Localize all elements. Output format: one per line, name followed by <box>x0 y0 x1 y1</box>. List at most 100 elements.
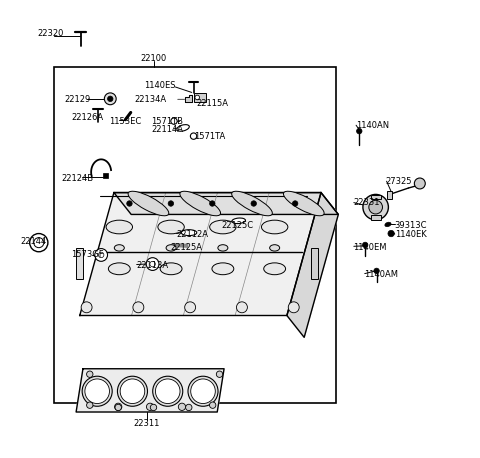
Circle shape <box>120 379 145 403</box>
Ellipse shape <box>270 245 280 251</box>
Ellipse shape <box>108 263 130 275</box>
Circle shape <box>388 230 395 237</box>
Ellipse shape <box>283 191 324 216</box>
Text: 39313C: 39313C <box>395 221 427 230</box>
Polygon shape <box>185 95 192 102</box>
Circle shape <box>115 404 121 411</box>
Circle shape <box>108 96 113 102</box>
Text: 1140ES: 1140ES <box>144 81 176 90</box>
Ellipse shape <box>232 218 245 224</box>
Ellipse shape <box>181 229 197 235</box>
Text: 22134A: 22134A <box>134 95 167 104</box>
Ellipse shape <box>218 245 228 251</box>
Circle shape <box>210 201 215 206</box>
Circle shape <box>95 249 108 262</box>
Text: 22113A: 22113A <box>136 261 168 270</box>
Ellipse shape <box>264 263 286 275</box>
Bar <box>371 195 381 199</box>
Circle shape <box>85 379 109 403</box>
Ellipse shape <box>210 220 236 234</box>
Bar <box>103 173 108 178</box>
Circle shape <box>30 234 48 252</box>
Circle shape <box>362 242 368 248</box>
Circle shape <box>414 178 425 189</box>
Polygon shape <box>76 369 224 412</box>
Circle shape <box>171 118 177 124</box>
Text: 1140AM: 1140AM <box>364 270 398 279</box>
Bar <box>194 93 206 103</box>
Text: 1573GF: 1573GF <box>72 251 104 259</box>
Circle shape <box>150 404 156 411</box>
Ellipse shape <box>128 191 169 216</box>
Circle shape <box>168 201 174 206</box>
Circle shape <box>357 128 362 134</box>
Circle shape <box>146 258 159 270</box>
Text: 22320: 22320 <box>37 29 64 38</box>
Ellipse shape <box>385 222 391 227</box>
Polygon shape <box>174 244 188 247</box>
Text: 22114A: 22114A <box>151 125 183 134</box>
Ellipse shape <box>232 191 272 216</box>
Ellipse shape <box>262 220 288 234</box>
Circle shape <box>118 376 147 406</box>
Text: 1140EK: 1140EK <box>395 230 427 240</box>
Ellipse shape <box>158 220 184 234</box>
Text: 1571TA: 1571TA <box>194 132 226 141</box>
Ellipse shape <box>166 245 176 251</box>
Circle shape <box>185 302 196 313</box>
Circle shape <box>150 262 156 267</box>
Ellipse shape <box>114 245 124 251</box>
Circle shape <box>104 93 116 105</box>
Text: 22129: 22129 <box>65 95 91 104</box>
Bar <box>76 248 84 278</box>
Circle shape <box>292 201 298 206</box>
Bar <box>386 191 392 199</box>
Circle shape <box>216 371 223 377</box>
Bar <box>311 248 318 278</box>
Polygon shape <box>114 192 338 214</box>
Circle shape <box>86 371 93 377</box>
Circle shape <box>156 379 180 403</box>
Ellipse shape <box>177 125 189 131</box>
Circle shape <box>186 404 192 411</box>
Circle shape <box>86 402 93 409</box>
Circle shape <box>178 403 186 410</box>
Ellipse shape <box>160 263 182 275</box>
Text: 1140AN: 1140AN <box>356 121 389 130</box>
Circle shape <box>82 376 112 406</box>
Text: 22144: 22144 <box>21 237 47 246</box>
Text: 22115A: 22115A <box>197 99 229 108</box>
Text: 1140EM: 1140EM <box>353 243 386 252</box>
Text: 22311: 22311 <box>133 420 160 428</box>
Circle shape <box>146 403 154 410</box>
Circle shape <box>133 302 144 313</box>
Text: 22124B: 22124B <box>61 174 94 183</box>
Text: 22112A: 22112A <box>176 230 208 239</box>
Circle shape <box>251 201 256 206</box>
Circle shape <box>153 376 183 406</box>
Text: 1153EC: 1153EC <box>109 117 142 125</box>
Ellipse shape <box>180 191 221 216</box>
Text: 22100: 22100 <box>140 54 167 63</box>
Circle shape <box>363 194 388 220</box>
Circle shape <box>209 402 216 409</box>
Ellipse shape <box>106 220 132 234</box>
Bar <box>371 215 381 220</box>
Circle shape <box>115 403 122 410</box>
Polygon shape <box>80 192 321 316</box>
Circle shape <box>81 302 92 313</box>
Circle shape <box>374 268 379 273</box>
Text: 1571TB: 1571TB <box>151 117 183 125</box>
Text: 22126A: 22126A <box>72 113 104 122</box>
Circle shape <box>127 201 132 206</box>
Circle shape <box>34 238 44 248</box>
Circle shape <box>98 252 104 258</box>
Text: 27325: 27325 <box>385 177 412 185</box>
Circle shape <box>288 302 299 313</box>
Ellipse shape <box>212 263 234 275</box>
Text: 22125C: 22125C <box>222 221 254 230</box>
Text: 22331: 22331 <box>353 198 379 207</box>
Circle shape <box>191 133 197 139</box>
Circle shape <box>237 302 247 313</box>
Bar <box>54 67 336 403</box>
